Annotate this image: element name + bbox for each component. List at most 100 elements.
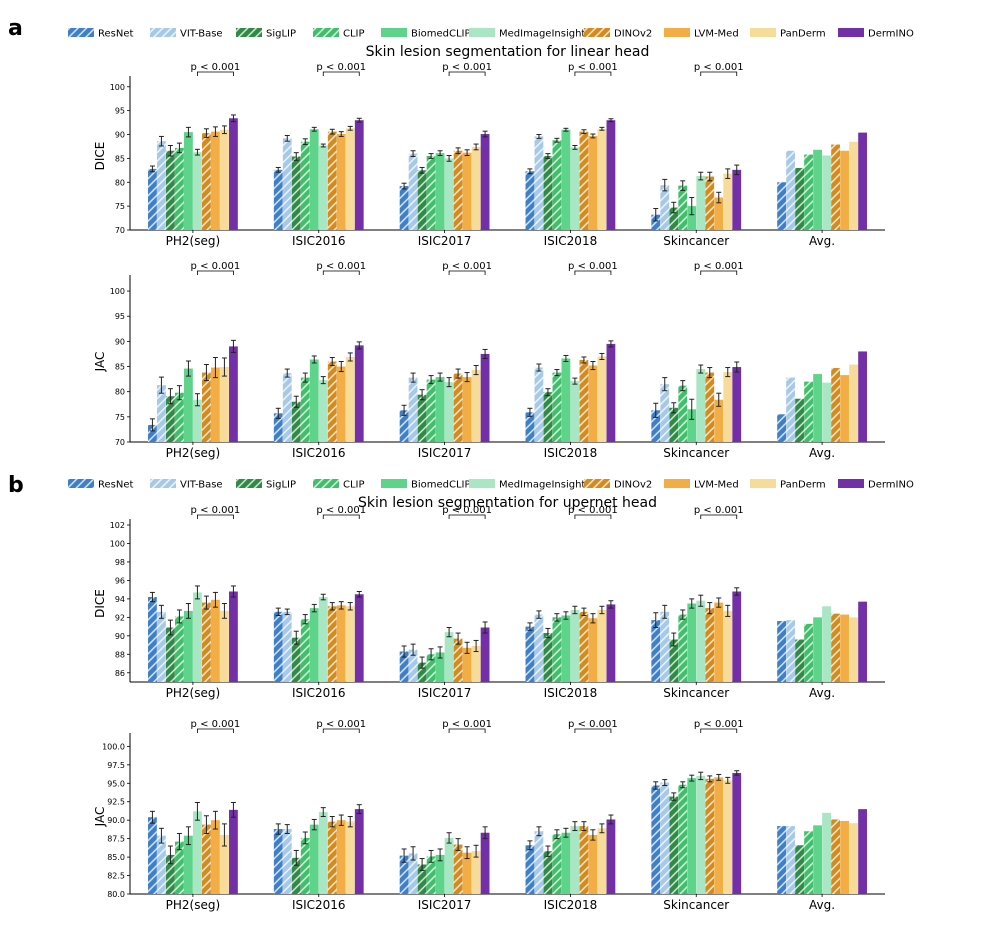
bar-dinov2-skincancer [705,176,715,230]
error-bar-lvm-med-isic2018 [590,361,596,371]
bar-dermino-avg [858,601,867,682]
bar-biomedclip-isic2016 [309,608,319,682]
bar-vit-base-isic2018 [534,367,544,442]
significance-bracket [197,728,234,733]
error-bar-dinov2-ph2-seg [203,364,209,382]
error-bar-medimageinsight-isic2017 [446,627,452,638]
bar-vit-base-ph2-seg [157,141,166,230]
error-bar-lvm-med-skincancer [716,191,722,204]
error-bar-panderm-skincancer [725,776,731,784]
error-bar-resnet-skincancer [653,208,659,222]
legend-label-dinov2: DINOv2 [614,29,652,40]
bar-vit-base-isic2017 [408,649,418,682]
y-axis-label: DICE [93,142,107,171]
error-bar-medimageinsight-isic2018 [572,821,578,832]
x-tick-label-isic2017: ISIC2017 [418,686,472,700]
bar-dermino-ph2-seg [229,591,238,682]
bar-vit-base-skincancer [660,384,670,442]
significance-bracket [448,270,486,275]
significance-isic2018: p < 0.001 [568,261,618,275]
bar-siglip-ph2-seg [166,854,175,894]
error-bar-siglip-isic2017 [419,656,425,669]
significance-bracket [197,71,234,76]
error-bar-dinov2-skincancer [707,775,713,783]
bar-dermino-isic2017 [480,353,490,442]
bar-vit-base-isic2018 [534,136,544,230]
legend-label-medimageinsight: MedImageInsight [499,29,585,40]
bar-vit-base-isic2016 [282,138,292,230]
bar-resnet-skincancer [651,410,661,442]
x-tick-label-skincancer: Skincancer [663,234,729,248]
legend-label-panderm: PanDerm [780,480,826,491]
legend-swatch-lvm-med [664,479,690,488]
error-bar-siglip-isic2018 [545,388,551,397]
error-bar-biomedclip-ph2-seg [185,360,191,377]
error-bar-biomedclip-isic2018 [563,611,569,620]
error-bar-lvm-med-skincancer [716,392,722,407]
error-bar-panderm-isic2018 [599,823,605,834]
bar-vit-base-avg [786,377,795,442]
bar-resnet-avg [777,621,786,682]
legend-swatch-resnet [68,28,94,37]
bar-lvm-med-avg [840,614,849,682]
error-bar-vit-base-isic2018 [536,610,542,619]
y-tick-label: 100 [110,83,125,92]
error-bar-panderm-isic2016 [347,816,353,828]
y-tick-label: 100.0 [102,742,125,751]
x-tick-label-isic2018: ISIC2018 [544,898,598,912]
x-tick-label-ph2-seg: PH2(seg) [166,234,221,248]
bar-lvm-med-avg [840,375,849,442]
error-bar-biomedclip-isic2018 [563,827,569,838]
bar-siglip-isic2016 [291,637,301,682]
bar-dinov2-isic2016 [327,361,337,442]
legend-swatch-panderm [750,479,776,488]
bar-lvm-med-isic2018 [588,135,598,230]
x-tick-label-skincancer: Skincancer [663,898,729,912]
error-bar-lvm-med-isic2016 [338,131,344,137]
bar-clip-ph2-seg [175,841,184,894]
legend-swatch-biomedclip [381,28,407,37]
bar-panderm-isic2017 [471,370,481,442]
y-tick-label: 92 [115,613,125,622]
bar-lvm-med-isic2017 [462,647,472,682]
bar-medimageinsight-ph2-seg [193,152,202,230]
bar-resnet-isic2016 [273,169,283,230]
significance-skincancer: p < 0.001 [694,62,744,76]
error-bar-vit-base-isic2016 [284,824,290,834]
y-tick-label: 85 [115,154,125,163]
bar-siglip-skincancer [669,639,679,682]
legend-swatch-resnet [68,479,94,488]
bar-clip-isic2018 [552,140,562,230]
legend-item-panderm: PanDerm [750,479,826,491]
legend-label-clip: CLIP [343,480,365,491]
bar-siglip-avg [795,167,804,230]
error-bar-resnet-isic2017 [401,645,407,658]
bar-panderm-ph2-seg [220,834,229,894]
significance-bracket [700,728,738,733]
error-bar-clip-isic2016 [302,831,308,845]
legend-label-medimageinsight: MedImageInsight [499,480,585,491]
bar-dermino-avg [858,132,867,230]
bar-dinov2-skincancer [705,372,715,442]
x-tick-label-ph2-seg: PH2(seg) [166,898,221,912]
error-bar-clip-ph2-seg [176,385,182,401]
bar-resnet-ph2-seg [148,424,157,442]
y-tick-label: 95 [115,312,125,321]
bar-clip-skincancer [678,784,688,894]
bar-medimageinsight-avg [822,382,831,442]
significance-isic2016: p < 0.001 [316,719,366,733]
bar-dinov2-isic2017 [453,373,463,442]
error-bar-medimageinsight-isic2017 [446,155,452,162]
legend-swatch-siglip [236,28,262,37]
bar-dermino-isic2018 [606,604,616,682]
bar-vit-base-isic2016 [282,611,292,682]
error-bar-medimageinsight-isic2017 [446,832,452,844]
error-bar-panderm-skincancer [725,604,731,617]
error-bar-siglip-isic2018 [545,627,551,639]
bar-medimageinsight-isic2017 [444,837,454,894]
bar-vit-base-ph2-seg [157,385,166,442]
bar-dinov2-isic2018 [579,131,589,230]
y-tick-label: 75 [115,202,125,211]
error-bar-siglip-isic2016 [293,152,299,161]
bar-clip-isic2017 [426,379,436,442]
